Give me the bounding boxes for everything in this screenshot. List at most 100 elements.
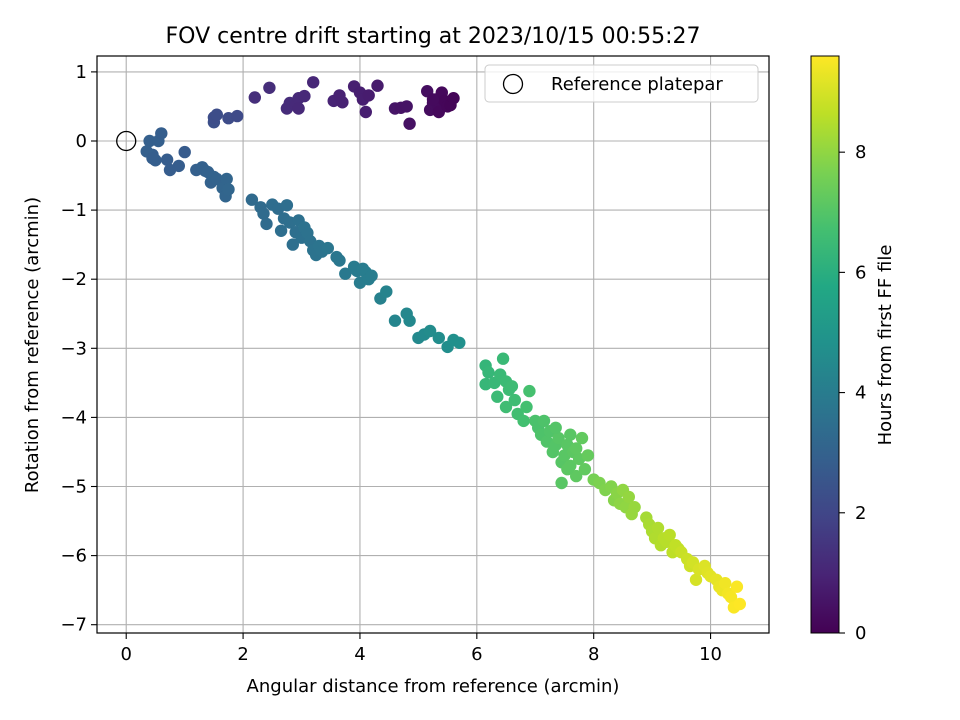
y-tick-label: 1: [76, 62, 87, 83]
scatter-point: [245, 193, 259, 206]
scatter-point: [178, 145, 191, 159]
x-tick-label: 0: [120, 644, 131, 665]
plot-frame: [96, 55, 770, 634]
scatter-point: [362, 89, 375, 102]
scatter-point: [719, 577, 732, 590]
scatter-point: [155, 127, 168, 140]
x-axis-ticks: 0 2 4 6 8 10: [120, 633, 722, 665]
plot-area: 0 2 4 6 8 10 10−1−2−3−4−5−6−7: [60, 55, 770, 665]
y-tick-label: −6: [60, 546, 87, 567]
legend-marker: [502, 73, 524, 95]
colorbar: 0 2 4 6 8 Hours from first FF file: [810, 55, 896, 644]
scatter-point: [339, 267, 352, 280]
colorbar-tick-label: 0: [855, 623, 866, 644]
legend-label: Reference platepar: [551, 74, 723, 95]
colorbar-label: Hours from first FF file: [875, 245, 896, 446]
scatter-point: [248, 91, 261, 104]
scatter-point: [160, 153, 174, 166]
scatter-point: [274, 224, 288, 237]
scatter-point: [575, 431, 589, 445]
y-tick-label: −3: [60, 338, 87, 359]
scatter-point: [622, 490, 635, 504]
x-tick-label: 4: [354, 644, 365, 665]
scatter-point: [336, 96, 349, 109]
scatter-point: [298, 89, 311, 103]
colorbar-gradient: [810, 55, 840, 634]
chart-title: FOV centre drift starting at 2023/10/15 …: [166, 24, 701, 49]
scatter-point: [537, 414, 551, 428]
scatter-point: [307, 76, 320, 89]
scatter-point: [453, 336, 466, 349]
scatter-point: [292, 102, 305, 115]
scatter-point: [333, 254, 346, 267]
y-axis-label: Rotation from reference (arcmin): [22, 197, 43, 493]
scatter-point: [561, 463, 574, 476]
scatter-point: [564, 428, 577, 441]
colorbar-tick-label: 6: [855, 262, 866, 283]
scatter-point: [733, 597, 746, 611]
colorbar-tick-label: 8: [855, 142, 866, 163]
scatter-point: [432, 105, 445, 119]
scatter-point: [403, 314, 416, 327]
scatter-point: [163, 163, 177, 177]
x-tick-label: 8: [588, 644, 599, 665]
scatter-point: [403, 117, 416, 130]
colorbar-tick-label: 2: [855, 503, 866, 524]
y-tick-label: −5: [60, 477, 87, 498]
reference-platepar-marker: [116, 130, 137, 152]
scatter-point: [423, 324, 437, 338]
scatter-point: [505, 380, 519, 393]
scatter-point: [260, 217, 273, 231]
scatter-point: [523, 384, 536, 398]
scatter-point: [388, 314, 402, 327]
x-axis-label: Angular distance from reference (arcmin): [247, 676, 620, 697]
scatter-point: [263, 81, 276, 95]
scatter-point: [628, 501, 641, 514]
scatter-point: [508, 393, 521, 407]
scatter-point: [371, 79, 384, 92]
scatter-point: [146, 152, 159, 165]
scatter-point: [570, 469, 583, 483]
scatter-point: [724, 590, 738, 604]
scatter-point: [730, 580, 744, 593]
scatter-point: [549, 421, 562, 434]
scatter-point: [651, 521, 665, 535]
scatter-point: [570, 442, 583, 455]
scatter-point: [210, 108, 223, 121]
scatter-point: [365, 269, 378, 282]
scatter-point: [482, 366, 495, 379]
legend-box: [484, 64, 759, 103]
y-axis-ticks: 1 0 −1 −2 −3 −4 −5 −6 −7: [60, 62, 97, 636]
scatter-point: [400, 100, 413, 113]
scatter-point: [432, 331, 445, 345]
scatter-point: [517, 414, 530, 428]
scatter-point: [280, 199, 294, 212]
x-tick-label: 10: [699, 644, 722, 665]
scatter-point: [426, 93, 440, 106]
reference-point: [116, 130, 137, 152]
y-tick-label: −7: [60, 615, 87, 636]
scatter-point: [520, 400, 533, 414]
scatter-point: [689, 573, 703, 586]
colorbar-tick-label: 4: [855, 383, 866, 404]
scatter-point: [321, 241, 334, 255]
y-tick-label: −1: [60, 200, 87, 221]
scatter-point: [257, 207, 270, 220]
legend: Reference platepar: [484, 64, 759, 103]
scatter-point: [380, 285, 393, 298]
scatter-point: [286, 238, 299, 251]
scatter-point: [663, 528, 676, 542]
y-tick-label: −4: [60, 407, 87, 428]
scatter-point: [578, 463, 592, 476]
y-tick-label: −2: [60, 269, 87, 290]
data-points: [140, 76, 746, 614]
scatter-point: [231, 109, 244, 123]
scatter-point: [555, 476, 568, 490]
scatter-point: [496, 352, 510, 365]
x-tick-label: 2: [237, 644, 248, 665]
scatter-point: [220, 172, 233, 186]
scatter-point: [210, 172, 223, 186]
scatter-point: [447, 92, 460, 105]
scatter-point: [552, 431, 565, 445]
